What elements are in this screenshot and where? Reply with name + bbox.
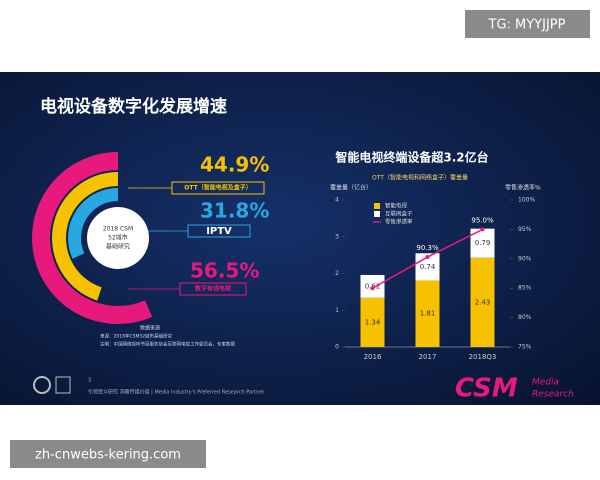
center bbox=[87, 207, 149, 269]
y2-tick-label: 95% bbox=[518, 226, 532, 233]
bar bbox=[415, 280, 440, 347]
line-value-label: 90.3% bbox=[416, 244, 439, 252]
watermark: zh-cnwebs-kering.com bbox=[35, 448, 181, 463]
value-label: 56.5% bbox=[190, 259, 259, 283]
bar bbox=[470, 257, 495, 347]
page-number: 3 bbox=[88, 378, 91, 384]
chart-title: 智能电视终端设备超3.2亿台 bbox=[334, 150, 488, 165]
source-line: 来源：2018年CSM52城市基础研究 bbox=[100, 333, 173, 340]
bar-value-label: 1.34 bbox=[365, 318, 381, 326]
logo: CSM bbox=[455, 374, 518, 404]
chart-subtitle: OTT（智能电视和网络盒子）覆盖量 bbox=[372, 174, 468, 182]
watermark: TG: MYYJJPP bbox=[488, 18, 566, 33]
bar-value-label: 0.79 bbox=[475, 239, 491, 247]
center-label: 基础研究 bbox=[106, 243, 130, 251]
y-tick-label: 0 bbox=[335, 344, 339, 351]
x-tick-label: 2018Q3 bbox=[469, 353, 497, 361]
value-label: 44.9% bbox=[200, 153, 269, 177]
y-axis-title: 覆盖量（亿台） bbox=[330, 184, 372, 192]
y2-tick-label: 100% bbox=[518, 197, 535, 204]
y2-tick-label: 75% bbox=[518, 344, 532, 351]
bar-value-label: 2.43 bbox=[475, 298, 491, 306]
logo-sub: Research bbox=[532, 390, 574, 400]
legend-swatch bbox=[374, 211, 380, 217]
source-line: 注明：中国网络视听节目服务协会互联网电视工作委员会，专家数据 bbox=[100, 341, 235, 348]
legend-swatch bbox=[374, 203, 380, 209]
arc bbox=[67, 188, 118, 259]
y2-axis-title: 零售渗透率% bbox=[505, 184, 541, 192]
legend-label: 互联网盒子 bbox=[385, 210, 413, 218]
label-box bbox=[187, 224, 251, 238]
series-name: OTT（智能电视及盒子） bbox=[184, 184, 251, 192]
line-value-label: 95.0% bbox=[471, 216, 494, 224]
label-box bbox=[179, 282, 247, 296]
y-tick-label: 1 bbox=[335, 307, 339, 314]
y-tick-label: 2 bbox=[335, 270, 339, 277]
value-label: 31.8% bbox=[200, 199, 269, 223]
series-name: 数字有线电视 bbox=[195, 285, 231, 293]
series-name: IPTV bbox=[206, 226, 232, 237]
legend-label: 零售渗透率 bbox=[385, 218, 413, 226]
x-tick-label: 2017 bbox=[419, 353, 437, 361]
source-title: 数据来源 bbox=[140, 325, 160, 332]
footer: 引领受众研究 洞察传媒价值 | Media Industry's Preferr… bbox=[88, 389, 265, 396]
y-tick-label: 4 bbox=[335, 197, 339, 204]
y2-tick-label: 90% bbox=[518, 255, 532, 262]
legend-label: 智能电视 bbox=[385, 202, 408, 210]
bar bbox=[360, 297, 385, 347]
slide-title: 电视设备数字化发展增速 bbox=[40, 96, 227, 117]
logo-sub: Media bbox=[532, 378, 559, 388]
y2-tick-label: 80% bbox=[518, 314, 532, 321]
x-tick-label: 2016 bbox=[364, 353, 382, 361]
line-point bbox=[480, 227, 485, 232]
line-point bbox=[370, 286, 375, 291]
center-label: 2018 CSM bbox=[103, 226, 133, 233]
center-label: 52城市 bbox=[108, 234, 128, 242]
arc bbox=[52, 172, 119, 301]
bar-value-label: 0.74 bbox=[420, 263, 436, 271]
logo-icon bbox=[33, 376, 51, 394]
watermark-box bbox=[465, 10, 590, 38]
label-box bbox=[171, 181, 265, 195]
watermark-box bbox=[10, 440, 206, 468]
line-point bbox=[425, 255, 430, 260]
bar-value-label: 1.81 bbox=[420, 310, 436, 318]
logo-icon bbox=[55, 376, 71, 394]
y-tick-label: 3 bbox=[335, 233, 339, 240]
y2-tick-label: 85% bbox=[518, 285, 532, 292]
arc bbox=[32, 152, 153, 324]
